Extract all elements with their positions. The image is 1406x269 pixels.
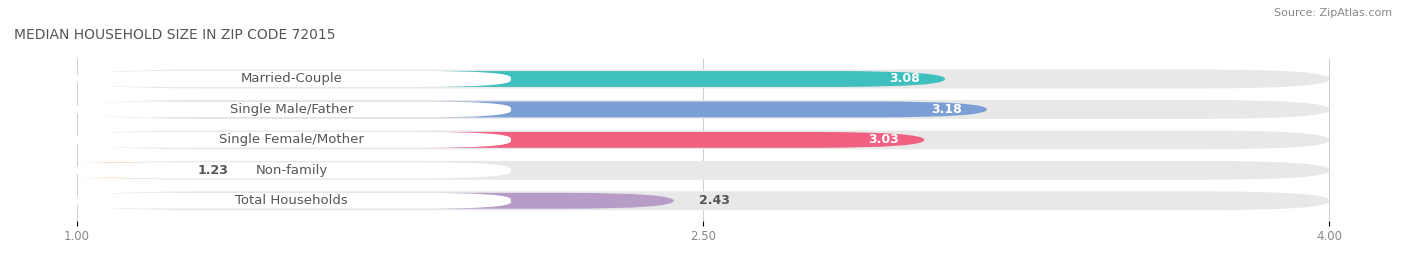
Text: 3.08: 3.08 [890,72,920,86]
FancyBboxPatch shape [77,130,1329,149]
Text: 3.18: 3.18 [931,103,962,116]
FancyBboxPatch shape [65,162,186,178]
FancyBboxPatch shape [73,132,510,148]
Text: 2.43: 2.43 [699,194,730,207]
Text: Single Female/Mother: Single Female/Mother [219,133,364,146]
Text: Married-Couple: Married-Couple [240,72,343,86]
Text: Non-family: Non-family [256,164,328,177]
FancyBboxPatch shape [77,161,1329,180]
FancyBboxPatch shape [77,191,1329,210]
FancyBboxPatch shape [77,193,673,209]
FancyBboxPatch shape [73,162,510,178]
Text: Source: ZipAtlas.com: Source: ZipAtlas.com [1274,8,1392,18]
FancyBboxPatch shape [73,193,510,209]
Text: Single Male/Father: Single Male/Father [231,103,353,116]
Text: Total Households: Total Households [235,194,349,207]
Text: 1.23: 1.23 [198,164,229,177]
FancyBboxPatch shape [77,132,924,148]
FancyBboxPatch shape [77,69,1329,89]
FancyBboxPatch shape [77,101,987,117]
Text: 3.03: 3.03 [869,133,900,146]
FancyBboxPatch shape [77,100,1329,119]
FancyBboxPatch shape [73,101,510,118]
FancyBboxPatch shape [73,71,510,87]
FancyBboxPatch shape [77,71,945,87]
Text: MEDIAN HOUSEHOLD SIZE IN ZIP CODE 72015: MEDIAN HOUSEHOLD SIZE IN ZIP CODE 72015 [14,29,336,43]
